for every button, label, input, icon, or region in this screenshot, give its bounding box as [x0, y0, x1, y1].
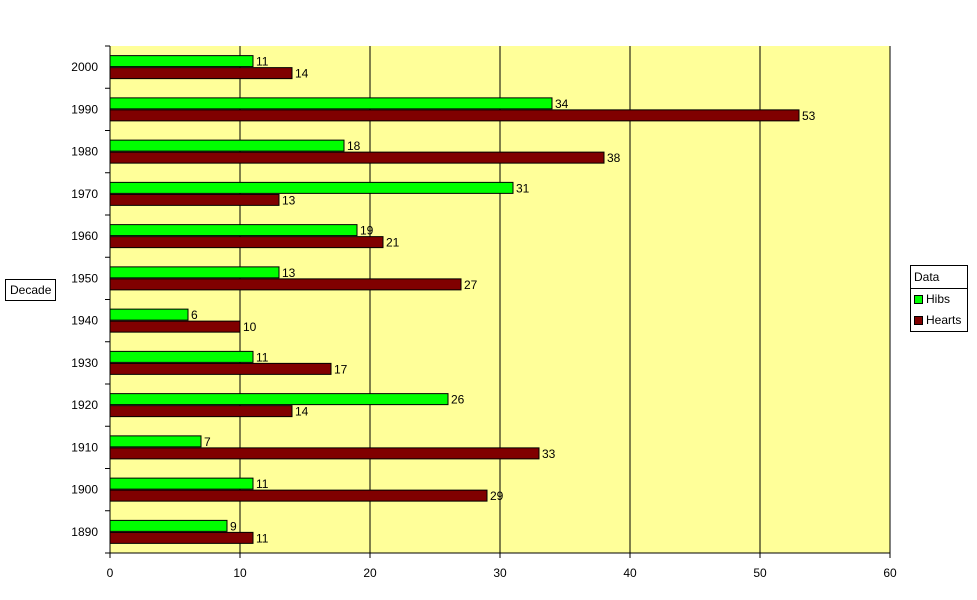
y-axis-title: Decade: [5, 279, 57, 301]
bar-hibs: [109, 97, 553, 110]
bar-hearts: [109, 151, 605, 164]
value-label-hibs: 19: [360, 224, 374, 238]
value-label-hearts: 33: [542, 447, 556, 461]
y-tick-label: 1960: [71, 229, 98, 243]
x-tick-label: 40: [623, 566, 637, 580]
bar-hibs: [109, 435, 202, 448]
legend: Data Hibs Hearts: [910, 265, 968, 332]
value-label-hearts: 11: [256, 531, 269, 545]
bar-hearts: [109, 67, 293, 80]
y-tick-label: 2000: [71, 60, 98, 74]
x-tick-label: 30: [493, 566, 507, 580]
value-label-hibs: 7: [204, 435, 211, 449]
legend-swatch-hearts: [914, 316, 923, 325]
bar-hearts: [109, 320, 241, 333]
y-tick-label: 1930: [71, 356, 98, 370]
bar-hearts: [109, 405, 293, 418]
value-label-hibs: 11: [256, 55, 269, 69]
legend-label-hearts: Hearts: [926, 313, 962, 327]
value-label-hibs: 9: [230, 519, 237, 533]
value-label-hibs: 34: [555, 97, 569, 111]
x-tick-label: 60: [883, 566, 897, 580]
x-tick-label: 0: [107, 566, 114, 580]
value-label-hearts: 14: [295, 405, 309, 419]
bar-hibs: [109, 139, 345, 152]
bar-hearts: [109, 447, 540, 460]
value-label-hearts: 10: [243, 320, 257, 334]
value-label-hearts: 14: [295, 67, 309, 81]
bar-hibs: [109, 55, 254, 68]
y-tick-label: 1990: [71, 102, 98, 116]
bar-hearts: [109, 109, 800, 122]
bar-hibs: [109, 350, 254, 363]
value-label-hibs: 11: [256, 477, 269, 491]
x-tick-label: 50: [753, 566, 767, 580]
value-label-hearts: 38: [607, 151, 621, 165]
bar-hearts: [109, 489, 488, 502]
value-label-hearts: 13: [282, 193, 296, 207]
gridlines: [239, 46, 891, 553]
legend-item-hibs: Hibs: [911, 289, 967, 310]
y-tick-label: 1980: [71, 145, 98, 159]
value-label-hearts: 29: [490, 489, 504, 503]
bar-hibs: [109, 308, 189, 321]
x-tick-label: 10: [233, 566, 247, 580]
bar-hearts: [109, 531, 254, 544]
legend-item-hearts: Hearts: [911, 310, 967, 331]
y-tick-label: 1910: [71, 440, 98, 454]
bar-hibs: [109, 181, 514, 194]
x-tick-label: 20: [363, 566, 377, 580]
bar-hibs: [109, 224, 358, 237]
y-tick-label: 1950: [71, 271, 98, 285]
legend-swatch-hibs: [914, 295, 923, 304]
value-label-hibs: 6: [191, 308, 198, 322]
y-tick-label: 1940: [71, 314, 98, 328]
value-label-hearts: 21: [386, 236, 400, 250]
axes: [105, 45, 891, 558]
bar-hibs: [109, 266, 280, 279]
value-label-hibs: 31: [516, 181, 530, 195]
bar-hibs: [109, 393, 449, 406]
value-label-hearts: 27: [464, 278, 478, 292]
value-label-hibs: 13: [282, 266, 296, 280]
y-tick-label: 1900: [71, 483, 98, 497]
bar-hearts: [109, 193, 280, 206]
bar-hearts: [109, 236, 384, 249]
bar-hibs: [109, 519, 228, 532]
value-label-hearts: 53: [802, 109, 816, 123]
bar-hibs: [109, 477, 254, 490]
value-label-hearts: 17: [334, 362, 348, 376]
y-tick-label: 1970: [71, 187, 98, 201]
value-label-hibs: 18: [347, 139, 361, 153]
value-label-hibs: 26: [451, 393, 465, 407]
bar-hearts: [109, 278, 462, 291]
legend-title: Data: [911, 266, 967, 289]
value-label-hibs: 11: [256, 350, 269, 364]
y-tick-label: 1920: [71, 398, 98, 412]
y-tick-label: 1890: [71, 525, 98, 539]
legend-label-hibs: Hibs: [926, 292, 951, 306]
bar-hearts: [109, 362, 332, 375]
